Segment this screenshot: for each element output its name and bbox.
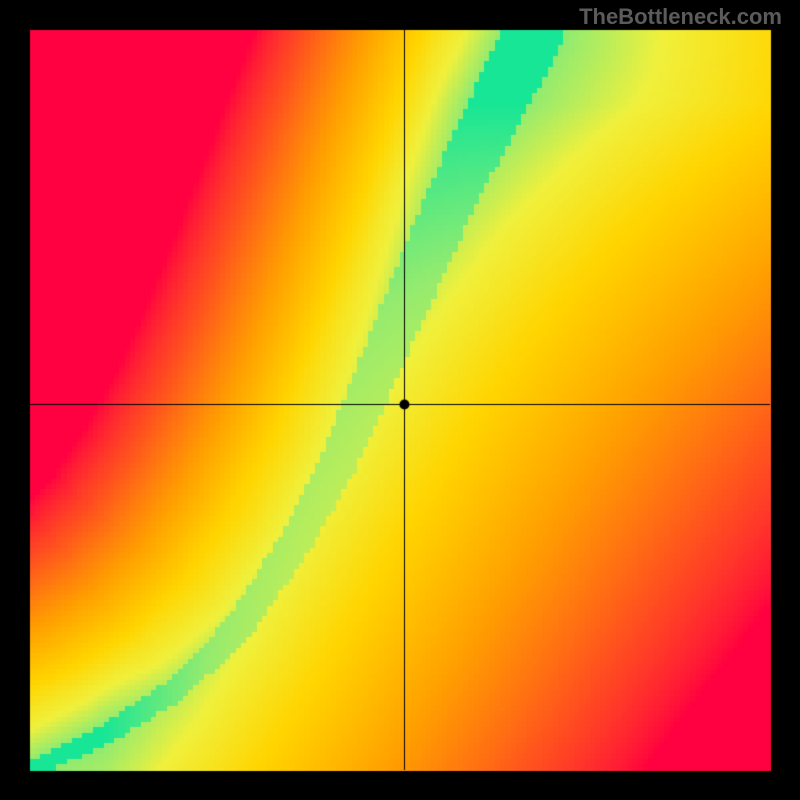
heatmap-canvas	[0, 0, 800, 800]
watermark-text: TheBottleneck.com	[579, 4, 782, 30]
chart-container: TheBottleneck.com	[0, 0, 800, 800]
